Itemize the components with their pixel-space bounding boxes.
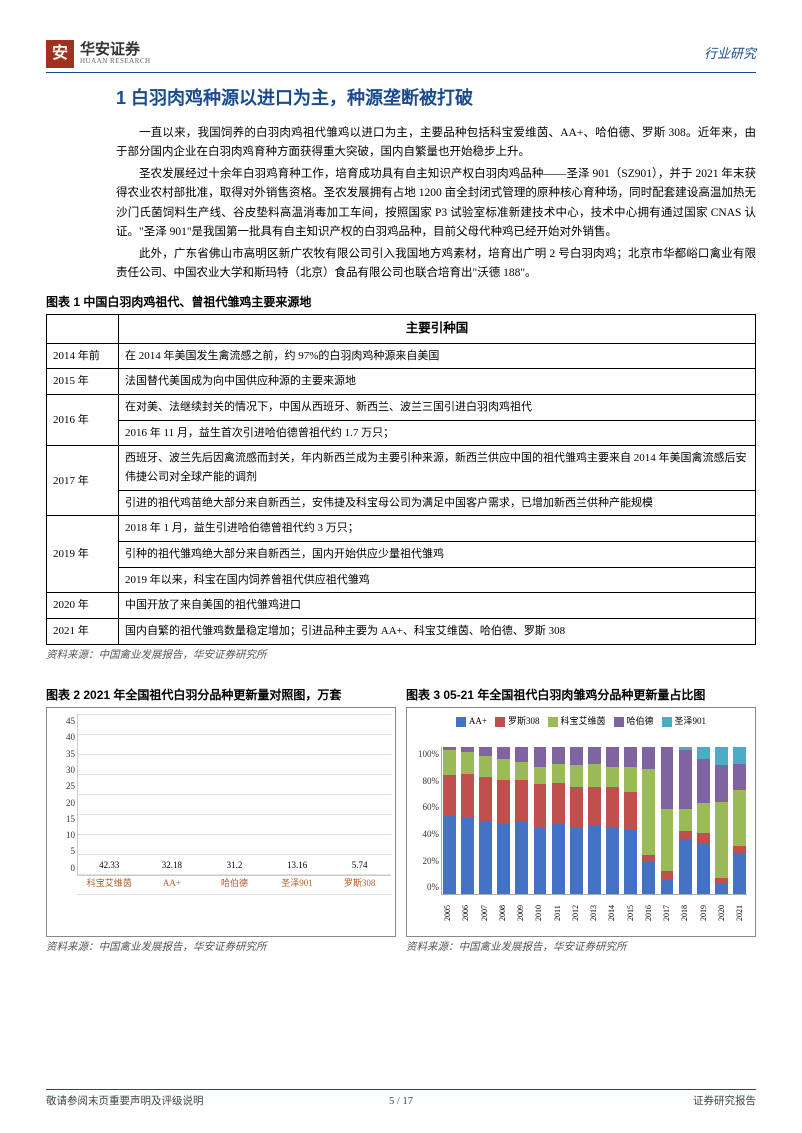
table1-year: 2020 年 <box>47 593 119 619</box>
chart2-source: 资料来源：中国禽业发展报告，华安证券研究所 <box>46 939 396 957</box>
chart2-box: 45403530252015105042.33科宝艾维茵32.18AA+31.2… <box>46 707 396 937</box>
logo-mark: 安 <box>46 40 74 68</box>
chart2-caption: 图表 2 2021 年全国祖代白羽分品种更新量对照图，万套 <box>46 685 396 705</box>
chart3-box: AA+罗斯308科宝艾维茵哈伯德圣泽901 100%80%60%40%20%0%… <box>406 707 756 937</box>
body-text: 一直以来，我国饲养的白羽肉鸡祖代雏鸡以进口为主，主要品种包括科宝爱维茵、AA+、… <box>46 124 756 284</box>
table1-source: 资料来源：中国禽业发展报告，华安证券研究所 <box>46 647 756 665</box>
table1-year: 2015 年 <box>47 369 119 395</box>
table1-cell: 引种的祖代雏鸡绝大部分来自新西兰，国内开始供应少量祖代雏鸡 <box>119 542 756 568</box>
table1-year: 2019 年 <box>47 516 119 593</box>
table1-year: 2014 年前 <box>47 343 119 369</box>
table1: 主要引种国 2014 年前在 2014 年美国发生禽流感之前，约 97%的白羽肉… <box>46 314 756 645</box>
chart3-col: 图表 3 05-21 年全国祖代白羽肉雏鸡分品种更新量占比图 AA+罗斯308科… <box>406 677 756 957</box>
table1-cell: 西班牙、波兰先后因禽流感而封关，年内新西兰成为主要引种来源，新西兰供应中国的祖代… <box>119 446 756 490</box>
body-paragraph: 一直以来，我国饲养的白羽肉鸡祖代雏鸡以进口为主，主要品种包括科宝爱维茵、AA+、… <box>116 124 756 163</box>
table1-cell: 法国替代美国成为向中国供应种源的主要来源地 <box>119 369 756 395</box>
body-paragraph: 此外，广东省佛山市高明区新广农牧有限公司引入我国地方鸡素材，培育出广明 2 号白… <box>116 245 756 284</box>
table1-cell: 在对美、法继续封关的情况下，中国从西班牙、新西兰、波兰三国引进白羽肉鸡祖代 <box>119 394 756 420</box>
table1-caption: 图表 1 中国白羽肉鸡祖代、曾祖代雏鸡主要来源地 <box>46 292 756 312</box>
logo-en: HUAAN RESEARCH <box>80 58 151 66</box>
table1-year: 2016 年 <box>47 394 119 445</box>
table1-year: 2021 年 <box>47 619 119 645</box>
table1-cell: 2018 年 1 月，益生引进哈伯德曾祖代约 3 万只； <box>119 516 756 542</box>
footer-page: 5 / 17 <box>389 1093 413 1111</box>
logo-cn: 华安证券 <box>80 42 151 59</box>
page-footer: 敬请参阅末页重要声明及评级说明 5 / 17 证券研究报告 <box>46 1089 756 1111</box>
table1-year: 2017 年 <box>47 446 119 516</box>
footer-left: 敬请参阅末页重要声明及评级说明 <box>46 1093 204 1111</box>
table1-cell: 中国开放了来自美国的祖代雏鸡进口 <box>119 593 756 619</box>
brand-logo: 安 华安证券 HUAAN RESEARCH <box>46 40 151 68</box>
table1-cell: 在 2014 年美国发生禽流感之前，约 97%的白羽肉鸡种源来自美国 <box>119 343 756 369</box>
chart2-col: 图表 2 2021 年全国祖代白羽分品种更新量对照图，万套 4540353025… <box>46 677 396 957</box>
chart3-caption: 图表 3 05-21 年全国祖代白羽肉雏鸡分品种更新量占比图 <box>406 685 756 705</box>
chart3-source: 资料来源：中国禽业发展报告，华安证券研究所 <box>406 939 756 957</box>
footer-right: 证券研究报告 <box>693 1093 756 1111</box>
section-title: 1 白羽肉鸡种源以进口为主，种源垄断被打破 <box>116 83 756 114</box>
body-paragraph: 圣农发展经过十余年白羽鸡育种工作，培育成功具有自主知识产权白羽肉鸡品种——圣泽 … <box>116 165 756 243</box>
table1-cell: 2019 年以来，科宝在国内饲养曾祖代供应祖代雏鸡 <box>119 567 756 593</box>
doc-category: 行业研究 <box>704 43 756 65</box>
table1-cell: 2016 年 11 月，益生首次引进哈伯德曾祖代约 1.7 万只； <box>119 420 756 446</box>
table1-header: 主要引种国 <box>119 315 756 343</box>
charts-row: 图表 2 2021 年全国祖代白羽分品种更新量对照图，万套 4540353025… <box>46 677 756 957</box>
table1-cell: 国内自繁的祖代雏鸡数量稳定增加；引进品种主要为 AA+、科宝艾维茵、哈伯德、罗斯… <box>119 619 756 645</box>
page-header: 安 华安证券 HUAAN RESEARCH 行业研究 <box>46 40 756 73</box>
table1-cell: 引进的祖代鸡苗绝大部分来自新西兰，安伟捷及科宝母公司为满足中国客户需求，已增加新… <box>119 490 756 516</box>
